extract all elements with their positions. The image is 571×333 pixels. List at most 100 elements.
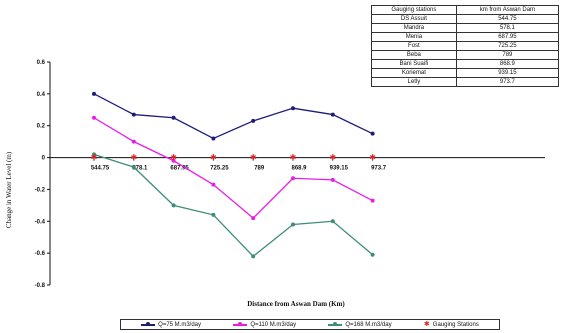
table-cell: Mandra [371,23,457,33]
gauging-stations-table: Gauging stations km from Aswan Dam DS As… [371,5,560,87]
table-cell: Menia [371,32,457,42]
y-tick-label: 0.4 [37,92,46,98]
gauging-station-marker: ✱ [250,153,257,162]
gauging-station-marker: ✱ [130,153,137,162]
data-point [131,165,136,170]
table-cell: 578.1 [455,23,560,33]
x-tick-label: 868.9 [291,166,307,172]
axes: 0.6 0.4 0.2 0 -0.2 -0.4 -0.6 -0.8 544.75 578.1 687… [35,60,545,289]
x-axis-label: Distance from Aswan Dam (Km) [247,300,345,308]
data-point [330,219,335,224]
x-tick-label: 687.95 [170,166,189,172]
legend-label: Q=168 M.m3/day [345,321,392,328]
table-cell: Koriemat [371,68,457,78]
table-row: Fost 725.25 [371,41,560,51]
gauging-station-marker: ✱ [210,153,217,162]
table-row: DS Assuit 544.75 [371,14,560,24]
data-point [251,216,256,221]
table-row: Letly 973.7 [371,77,560,87]
data-point [251,254,256,259]
chart-legend: Q=75 M.m3/day Q=110 M.m3/day Q=168 M.m3/… [120,319,500,330]
y-tick-label: -0.2 [35,187,46,193]
y-tick-label: -0.6 [35,251,46,257]
data-point [92,152,96,157]
legend-item-gauging: ✱ Gauging Stations [423,320,479,328]
series-line [93,117,373,219]
table-cell: Bani Suaifi [371,59,457,69]
data-point [330,112,335,117]
y-tick-label: 0.2 [37,124,46,130]
table-cell: 725.25 [455,41,560,51]
gauging-station-marker: ✱ [91,153,98,162]
table-cell: Letly [371,77,457,87]
legend-swatch-q75 [141,321,156,326]
legend-label: Q=75 M.m3/day [158,321,202,328]
table-row: Menia 687.95 [371,32,560,42]
table-cell: DS Assuit [371,14,457,24]
y-tick-label: -0.4 [35,219,46,225]
table-header-row: Gauging stations km from Aswan Dam [371,5,560,15]
y-axis-label: Change in Water Level (m) [5,151,13,228]
x-tick-label: 544.75 [91,166,110,172]
gauging-station-marker: ✱ [369,153,376,162]
data-point [330,177,335,182]
x-tick-label: 939.15 [330,166,349,172]
table-cell: 544.75 [455,14,560,24]
legend-label: Gauging Stations [432,321,479,328]
legend-label: Q=110 M.m3/day [250,321,297,328]
y-tick-label: 0.6 [37,60,46,66]
data-point [370,252,375,257]
table-cell: Beba [371,50,457,60]
table-cell: 789 [455,50,560,60]
table-row: Koriemat 939.15 [371,68,560,78]
legend-item-q75: Q=75 M.m3/day [141,321,202,328]
series-layer: ✱ ✱ ✱ ✱ ✱ ✱ ✱ ✱ [91,91,377,259]
data-point [211,212,216,217]
data-point [370,198,375,203]
table-header: km from Aswan Dam [455,5,560,15]
data-point [131,139,136,144]
star-icon: ✱ [423,320,430,328]
x-tick-label: 789 [254,166,265,172]
data-point [291,222,295,227]
series-line [93,93,373,140]
data-point [291,106,295,111]
data-point [291,176,295,181]
data-point [211,182,216,187]
data-point [171,203,176,208]
series-2 [92,152,375,259]
data-point [171,115,176,120]
legend-swatch-q168 [328,321,343,326]
legend-item-q110: Q=110 M.m3/day [233,321,297,328]
legend-swatch-q110 [233,321,248,326]
series-1 [92,115,375,221]
gauging-station-marker: ✱ [170,153,177,162]
table-header: Gauging stations [371,5,457,15]
x-tick-label: 578.1 [132,166,148,172]
table-cell: 687.95 [455,32,560,42]
table-cell: 973.7 [455,77,560,87]
table-row: Bani Suaifi 868.9 [371,59,560,69]
x-tick-label: 973.7 [371,166,387,172]
x-tick-label: 725.25 [210,166,229,172]
data-point [211,136,216,141]
y-tick-label: 0 [42,156,46,162]
data-point [171,158,176,163]
data-point [131,112,136,117]
series-3: ✱ ✱ ✱ ✱ ✱ ✱ ✱ ✱ [91,153,377,162]
table-row: Mandra 578.1 [371,23,560,33]
table-cell: 939.15 [455,68,560,78]
table-cell: Fost [371,41,457,51]
table-row: Beba 789 [371,50,560,60]
legend-item-q168: Q=168 M.m3/day [328,321,392,328]
table-cell: 868.9 [455,59,560,69]
gauging-station-marker: ✱ [329,153,336,162]
series-0 [92,91,375,141]
y-tick-label: -0.8 [35,283,46,289]
gauging-station-marker: ✱ [290,153,297,162]
data-point [92,115,96,120]
series-line [93,153,374,258]
data-point [92,91,96,96]
data-point [251,118,256,123]
